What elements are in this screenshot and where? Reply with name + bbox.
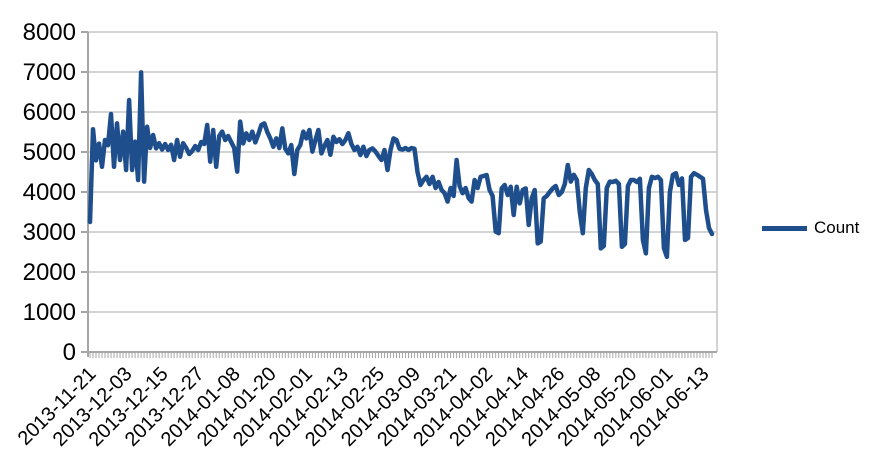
y-axis-labels: 0 1000 2000 3000 4000 5000 6000 7000 8000 — [23, 19, 76, 366]
y-axis-ticks — [81, 31, 88, 353]
y-gridlines — [88, 31, 717, 313]
y-tick-label: 0 — [63, 339, 76, 366]
legend-line-swatch — [762, 225, 807, 231]
legend: Count — [762, 218, 859, 238]
x-minor-ticks — [89, 353, 713, 358]
y-tick-label: 8000 — [23, 19, 76, 46]
y-tick-label: 3000 — [23, 219, 76, 246]
legend-label: Count — [814, 218, 860, 237]
y-tick-label: 4000 — [23, 179, 76, 206]
series-line-count — [87, 70, 715, 260]
x-axis-labels: 2013-11-212013-12-032013-12-152013-12-27… — [14, 363, 714, 451]
y-tick-label: 6000 — [23, 99, 76, 126]
y-tick-label: 2000 — [23, 259, 76, 286]
y-tick-label: 1000 — [23, 299, 76, 326]
y-tick-label: 7000 — [23, 59, 76, 86]
y-tick-label: 5000 — [23, 139, 76, 166]
